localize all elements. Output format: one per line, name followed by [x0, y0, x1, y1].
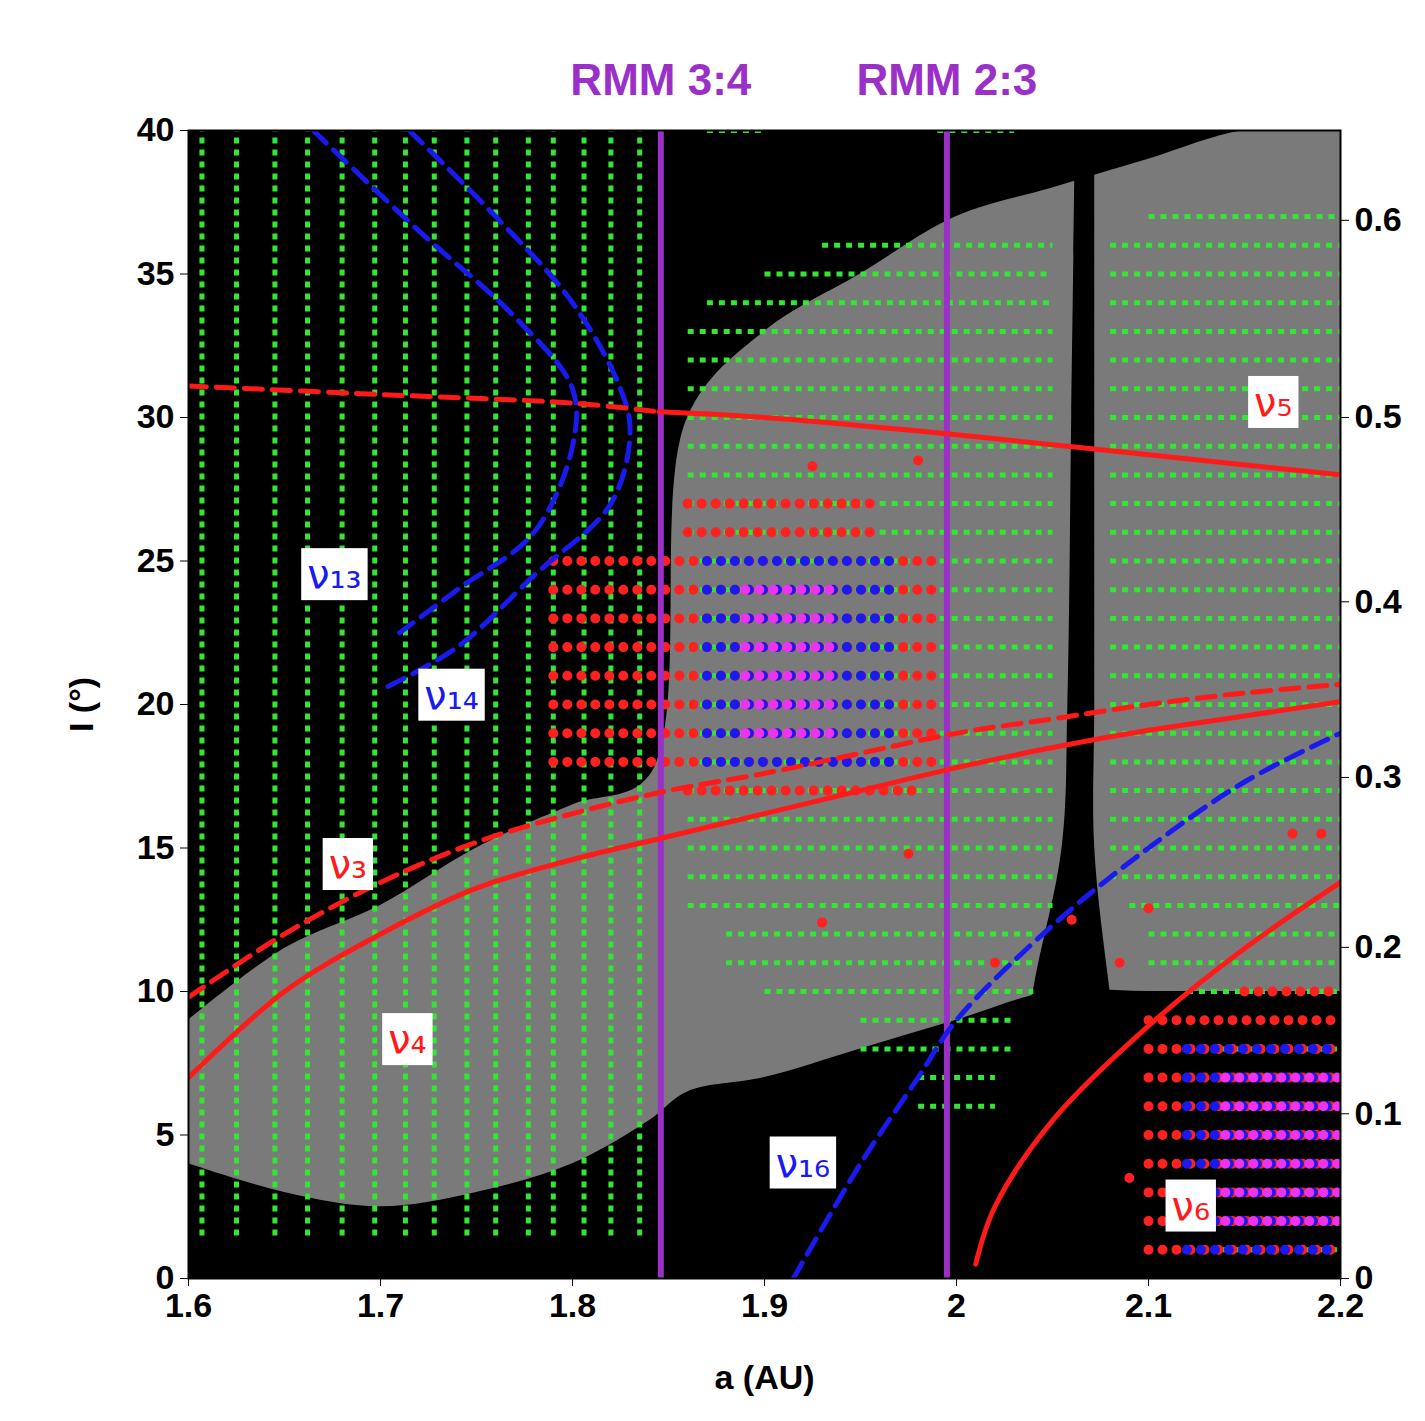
svg-text:0.1: 0.1	[1355, 1094, 1402, 1132]
svg-text:0.5: 0.5	[1355, 397, 1402, 435]
svg-text:0.4: 0.4	[1355, 582, 1402, 620]
svg-text:2: 2	[947, 1286, 966, 1324]
svg-text:0.2: 0.2	[1355, 927, 1402, 965]
svg-text:15: 15	[137, 828, 175, 866]
svg-text:1.9: 1.9	[741, 1286, 788, 1324]
svg-text:ν₄: ν₄	[388, 1016, 426, 1062]
svg-text:2.2: 2.2	[1316, 1285, 1365, 1324]
svg-text:ν₁₃: ν₁₃	[307, 551, 361, 597]
svg-text:a (AU): a (AU)	[714, 1358, 814, 1396]
svg-text:1.6: 1.6	[164, 1285, 213, 1324]
svg-text:2.1: 2.1	[1125, 1286, 1172, 1324]
svg-text:35: 35	[137, 254, 175, 292]
svg-text:1.8: 1.8	[549, 1286, 596, 1324]
svg-text:ν₃: ν₃	[329, 841, 367, 887]
svg-text:I (°): I (°)	[62, 677, 100, 732]
svg-text:1.7: 1.7	[357, 1286, 404, 1324]
svg-text:ν₅: ν₅	[1254, 379, 1292, 425]
svg-text:0.3: 0.3	[1355, 757, 1402, 795]
svg-text:0: 0	[156, 1258, 175, 1296]
svg-text:10: 10	[137, 971, 175, 1009]
svg-text:ν₁₄: ν₁₄	[424, 672, 478, 718]
svg-text:RMM 2:3: RMM 2:3	[856, 55, 1037, 104]
svg-text:ν₆: ν₆	[1172, 1183, 1210, 1229]
svg-text:5: 5	[156, 1115, 175, 1153]
svg-text:25: 25	[137, 541, 175, 579]
svg-text:0: 0	[1355, 1258, 1374, 1296]
svg-text:40: 40	[137, 110, 175, 148]
svg-text:ν₁₆: ν₁₆	[776, 1140, 830, 1186]
svg-text:30: 30	[137, 397, 175, 435]
svg-text:0.6: 0.6	[1355, 200, 1402, 238]
svg-text:20: 20	[137, 684, 175, 722]
svg-text:RMM 3:4: RMM 3:4	[570, 55, 751, 104]
